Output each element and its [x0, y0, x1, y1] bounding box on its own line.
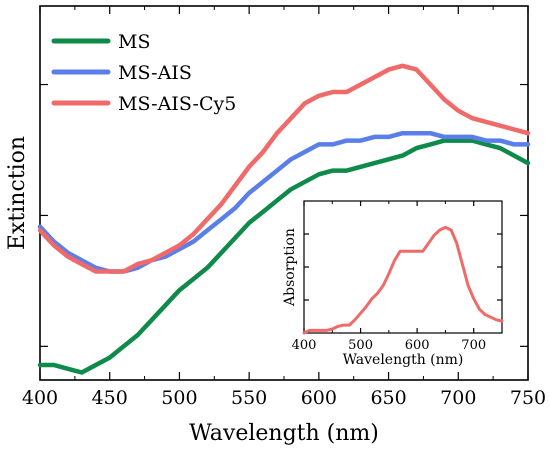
- main-x-tick-label-550: 550: [231, 387, 267, 409]
- inset-lines: [302, 225, 504, 335]
- inset-x-tick-label-500: 500: [348, 338, 373, 353]
- inset-background: [304, 201, 502, 333]
- legend: MS MS-AIS MS-AIS-Cy5: [51, 31, 236, 115]
- main-lines: [37, 63, 531, 375]
- main-series-line-ms: [37, 138, 531, 375]
- inset-x-tick-labels: 400 500 600 700: [292, 338, 487, 353]
- main-y-axis-title: Extinction: [5, 136, 30, 250]
- main-x-axis-title: Wavelength (nm): [189, 421, 379, 446]
- inset-x-tick-label-400: 400: [292, 338, 317, 353]
- inset-x-tick-label-700: 700: [461, 338, 486, 353]
- main-x-tick-labels: 400 450 500 550 600 650 700 750: [22, 387, 546, 409]
- legend-label-ms-ais: MS-AIS: [118, 62, 192, 84]
- main-x-tick-label-600: 600: [301, 387, 337, 409]
- main-x-tick-label-750: 750: [510, 387, 546, 409]
- main-x-tick-label-450: 450: [92, 387, 128, 409]
- inset-y-axis-title: Absorption: [282, 228, 298, 307]
- main-x-tick-label-400: 400: [22, 387, 58, 409]
- legend-label-ms: MS: [118, 31, 150, 53]
- main-x-tick-label-650: 650: [370, 387, 406, 409]
- legend-label-ms-ais-cy5: MS-AIS-Cy5: [118, 93, 236, 115]
- main-ticks: [39, 6, 529, 380]
- inset-series-line-0: [302, 225, 504, 335]
- main-x-tick-label-700: 700: [440, 387, 476, 409]
- main-x-tick-label-500: 500: [161, 387, 197, 409]
- inset-x-tick-label-600: 600: [405, 338, 430, 353]
- inset-x-axis-title: Wavelength (nm): [343, 352, 464, 368]
- main-series-line-ms-ais-cy5: [37, 63, 531, 274]
